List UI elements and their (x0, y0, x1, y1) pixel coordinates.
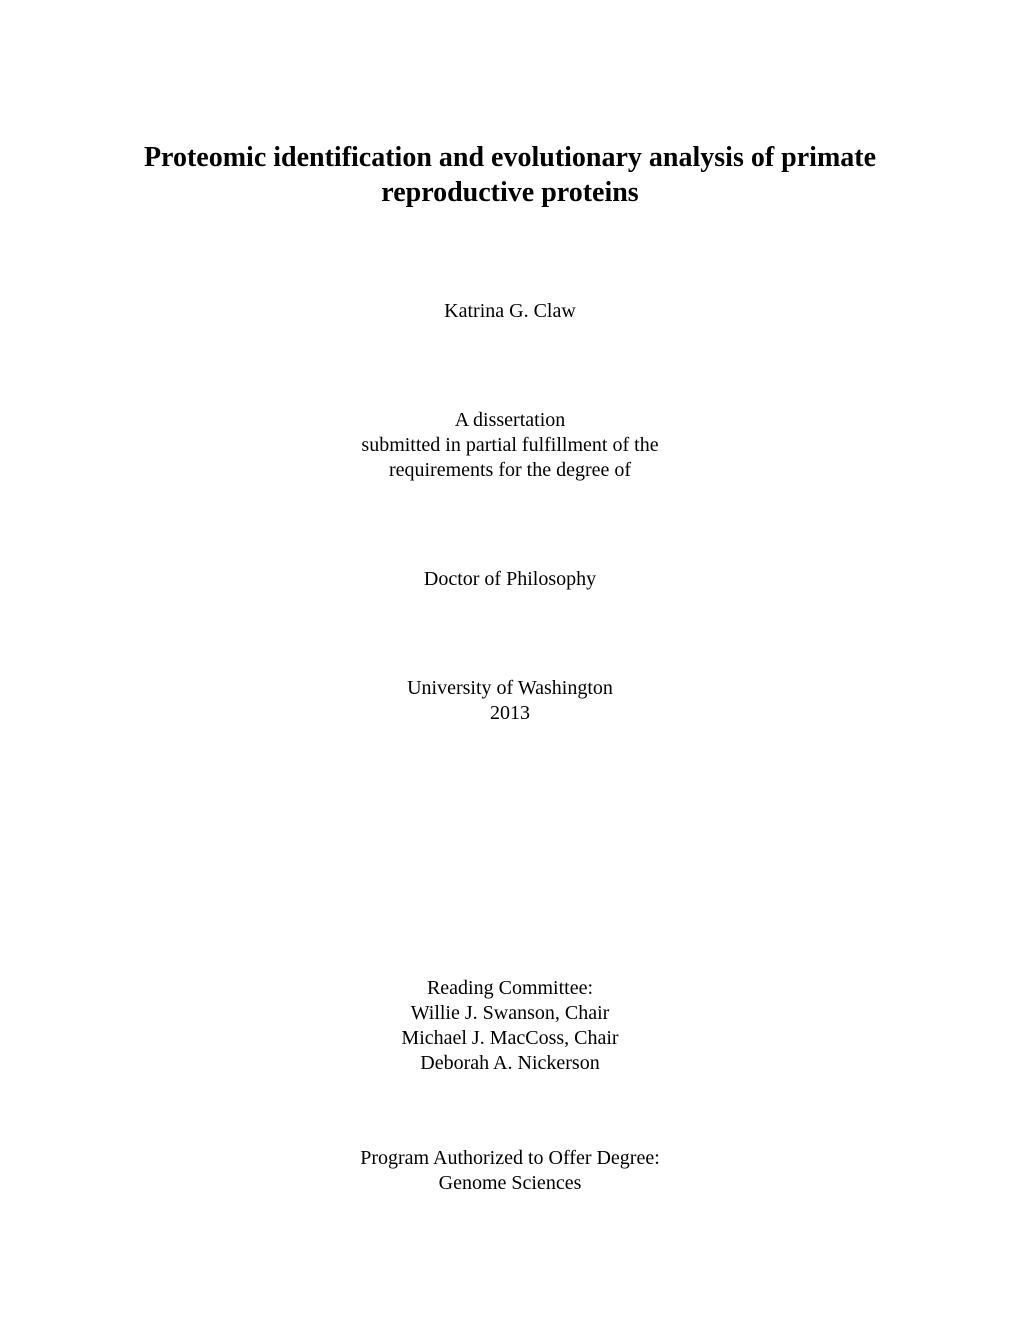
committee-member-3: Deborah A. Nickerson (110, 1051, 910, 1076)
institution-year: 2013 (110, 701, 910, 726)
dissertation-title: Proteomic identification and evolutionar… (110, 140, 910, 210)
institution-name: University of Washington (110, 676, 910, 701)
submission-line-3: requirements for the degree of (110, 458, 910, 483)
program-name: Genome Sciences (110, 1171, 910, 1196)
committee-member-2: Michael J. MacCoss, Chair (110, 1026, 910, 1051)
program-header: Program Authorized to Offer Degree: (110, 1146, 910, 1171)
dissertation-title-page: Proteomic identification and evolutionar… (110, 140, 910, 1196)
submission-line-2: submitted in partial fulfillment of the (110, 433, 910, 458)
committee-member-1: Willie J. Swanson, Chair (110, 1001, 910, 1026)
submission-line-1: A dissertation (110, 408, 910, 433)
program-authorization: Program Authorized to Offer Degree: Geno… (110, 1146, 910, 1196)
author-name: Katrina G. Claw (110, 300, 910, 323)
degree-name: Doctor of Philosophy (110, 568, 910, 591)
committee-header: Reading Committee: (110, 976, 910, 1001)
reading-committee: Reading Committee: Willie J. Swanson, Ch… (110, 976, 910, 1076)
institution-block: University of Washington 2013 (110, 676, 910, 726)
submission-statement: A dissertation submitted in partial fulf… (110, 408, 910, 483)
